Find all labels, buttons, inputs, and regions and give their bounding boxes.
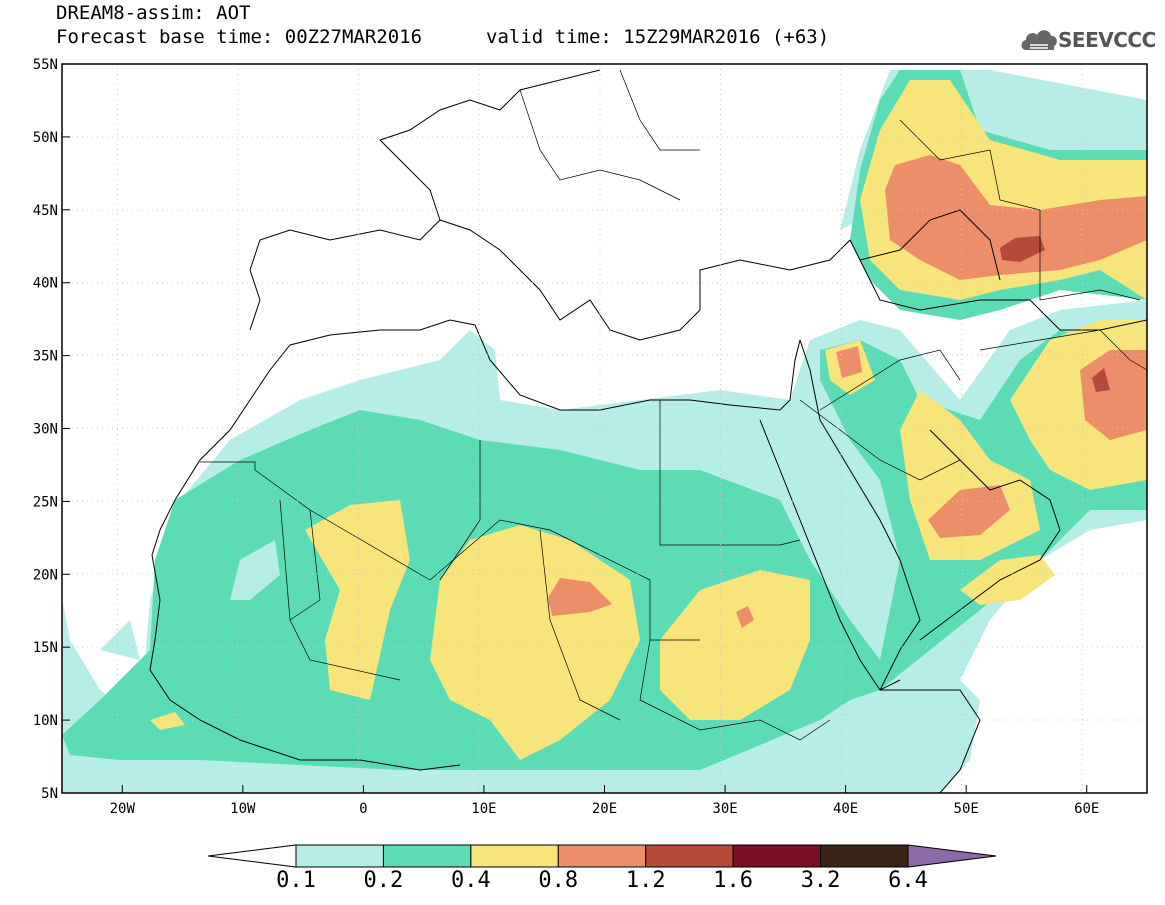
colorbar-level-label: 0.2 (363, 868, 404, 893)
graticule (62, 64, 1147, 793)
lon-tick-label: 40E (833, 801, 858, 817)
lat-tick-label: 55N (33, 57, 58, 73)
lat-tick-label: 50N (33, 130, 58, 146)
colorbar-swatch (382, 844, 472, 868)
colorbar-swatch (645, 844, 734, 868)
lon-tick-label: 20E (592, 801, 617, 817)
colorbar-level-label: 0.1 (276, 868, 316, 893)
lon-tick-label: 30E (712, 801, 737, 817)
lat-tick-label: 15N (33, 640, 58, 656)
colorbar-max-arrow (907, 844, 997, 868)
valid-time: valid time: 15Z29MAR2016 (+63) (486, 26, 830, 48)
lon-tick-label: 60E (1074, 801, 1099, 817)
colorbar-level-label: 1.6 (713, 868, 754, 893)
colorbar-swatch (820, 844, 909, 868)
forecast-base-time: Forecast base time: 00Z27MAR2016 (56, 26, 423, 48)
colorbar-level-label: 3.2 (800, 868, 841, 893)
colorbar-level-label: 0.8 (538, 868, 579, 893)
colorbar-swatch (732, 844, 822, 868)
axis-tick-labels: 20W 10W 0 10E 20E 30E 40E 50E 60E 55N 50N 45N 40N 35N… (33, 57, 1100, 817)
aot-band-0.8 (548, 155, 1147, 628)
colorbar-swatch (557, 844, 647, 868)
colorbar-swatch (470, 844, 559, 868)
coastlines (149, 69, 1147, 793)
aot-band-1.2 (1000, 236, 1110, 392)
lat-tick-label: 25N (33, 494, 58, 510)
lon-tick-label: 10W (230, 801, 256, 817)
lat-tick-label: 45N (33, 203, 58, 219)
lon-tick-label: 50E (954, 801, 979, 817)
colorbar-level-label: 0.4 (450, 868, 491, 893)
colorbar-level-label: 6.4 (888, 868, 928, 893)
lon-tick-label: 20W (110, 801, 136, 817)
logo-text: SEEVCCC (1058, 28, 1156, 52)
map-title: DREAM8-assim: AOT (56, 2, 251, 24)
lon-tick-label: 0 (359, 801, 367, 817)
axis-ticks (62, 63, 1088, 794)
lon-tick-label: 10E (471, 801, 496, 817)
lat-tick-label: 40N (33, 276, 58, 292)
lat-tick-label: 5N (41, 786, 58, 802)
lat-tick-label: 35N (33, 349, 58, 365)
colorbar-min-arrow (207, 844, 297, 868)
lat-tick-label: 20N (33, 567, 58, 583)
cloud-logo-icon (1021, 30, 1057, 50)
colorbar-swatch (295, 844, 384, 868)
lat-tick-label: 30N (33, 422, 58, 438)
colorbar-level-label: 1.2 (625, 868, 666, 893)
aot-field (62, 70, 1147, 793)
colorbar (207, 844, 997, 868)
lat-tick-label: 10N (33, 713, 58, 729)
